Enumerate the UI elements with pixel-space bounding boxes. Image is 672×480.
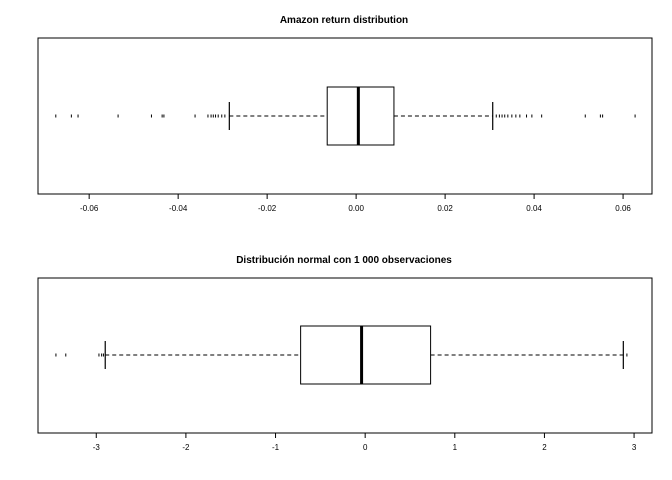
x-tick-label-amazon: 0.06: [615, 204, 631, 213]
x-tick-label-amazon: 0.04: [526, 204, 542, 213]
x-tick-label-normal: 3: [632, 443, 637, 452]
x-tick-label-normal: -1: [272, 443, 280, 452]
iqr-box-amazon: [326, 86, 395, 146]
x-tick-label-normal: 2: [542, 443, 547, 452]
x-tick-label-normal: 1: [453, 443, 458, 452]
x-tick-label-amazon: -0.02: [258, 204, 277, 213]
x-tick-label-normal: -3: [93, 443, 101, 452]
x-tick-label-amazon: -0.04: [169, 204, 188, 213]
x-tick-label-amazon: 0.00: [348, 204, 364, 213]
x-tick-label-normal: 0: [363, 443, 368, 452]
chart-title-normal: Distribución normal con 1 000 observacio…: [236, 255, 452, 266]
x-tick-label-amazon: -0.06: [80, 204, 99, 213]
iqr-box-normal: [300, 325, 432, 385]
x-tick-label-amazon: 0.02: [437, 204, 453, 213]
x-tick-label-normal: -2: [182, 443, 190, 452]
chart-title-amazon: Amazon return distribution: [280, 15, 408, 26]
